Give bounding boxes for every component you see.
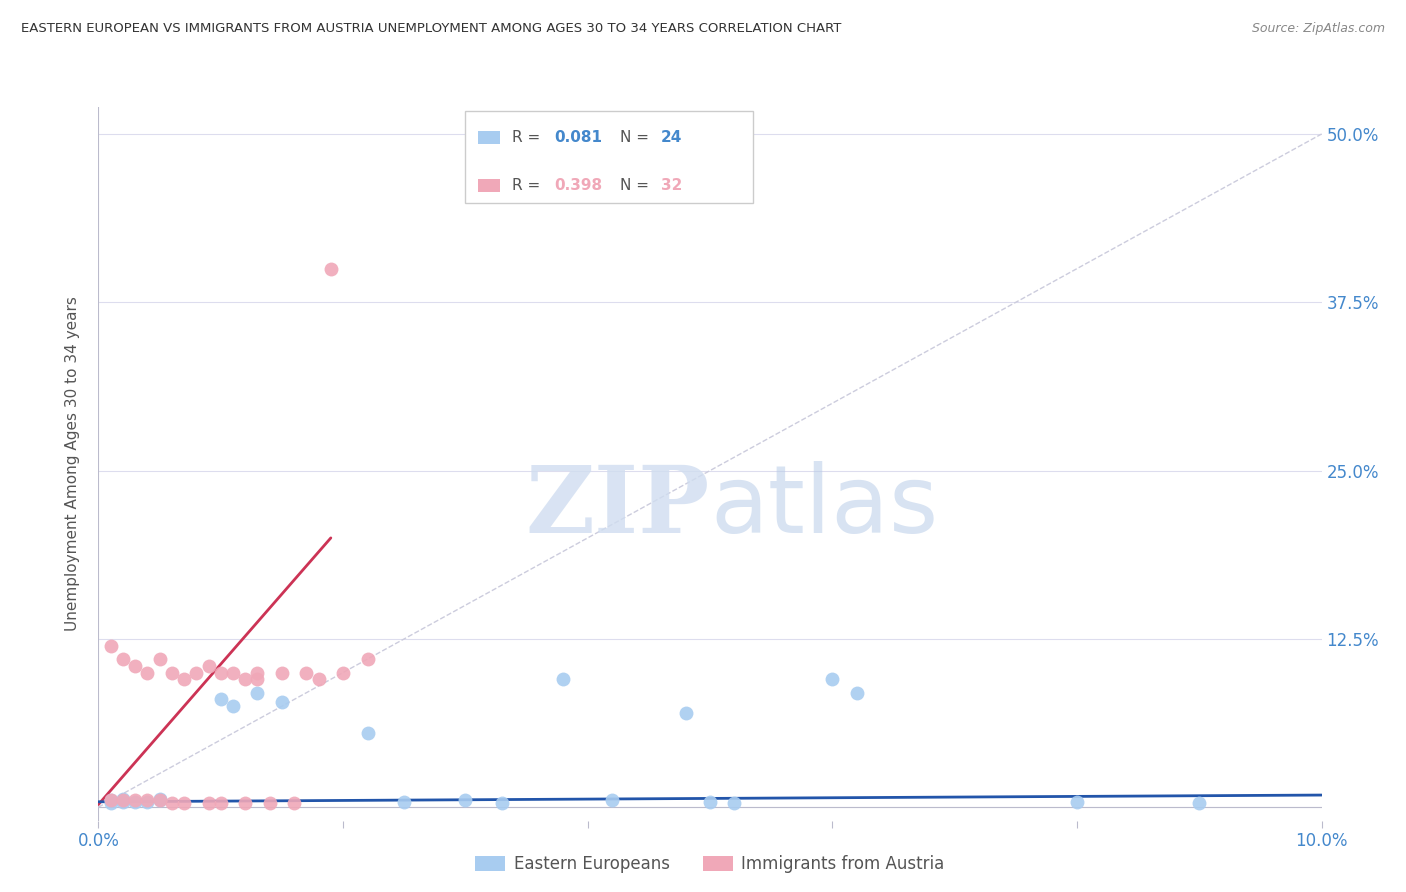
Text: N =: N = — [620, 130, 654, 145]
Point — [124, 658, 146, 673]
Point — [675, 706, 697, 720]
Point — [270, 665, 292, 680]
Point — [136, 665, 159, 680]
Point — [100, 639, 122, 653]
Point — [319, 261, 342, 276]
Point — [149, 793, 172, 807]
Point — [1188, 796, 1211, 810]
Text: atlas: atlas — [710, 460, 938, 553]
Text: R =: R = — [512, 178, 546, 193]
Point — [186, 665, 208, 680]
Point — [197, 796, 219, 810]
Point — [111, 795, 134, 809]
Point — [124, 795, 146, 809]
Y-axis label: Unemployment Among Ages 30 to 34 years: Unemployment Among Ages 30 to 34 years — [65, 296, 80, 632]
Point — [270, 695, 292, 709]
Text: 32: 32 — [661, 178, 682, 193]
Point — [222, 665, 245, 680]
Point — [149, 793, 172, 807]
Point — [173, 796, 195, 810]
Point — [136, 795, 159, 809]
Point — [233, 796, 256, 810]
Point — [553, 673, 575, 687]
Point — [149, 652, 172, 666]
Point — [160, 796, 183, 810]
Point — [173, 673, 195, 687]
Point — [356, 726, 378, 740]
Point — [124, 793, 146, 807]
Point — [308, 673, 330, 687]
Text: EASTERN EUROPEAN VS IMMIGRANTS FROM AUSTRIA UNEMPLOYMENT AMONG AGES 30 TO 34 YEA: EASTERN EUROPEAN VS IMMIGRANTS FROM AUST… — [21, 22, 841, 36]
Point — [111, 652, 134, 666]
Text: N =: N = — [620, 178, 654, 193]
Point — [233, 673, 256, 687]
FancyBboxPatch shape — [465, 111, 752, 203]
Point — [723, 796, 745, 810]
Text: R =: R = — [512, 130, 546, 145]
Point — [356, 652, 378, 666]
Point — [454, 793, 477, 807]
Point — [197, 658, 219, 673]
Point — [283, 796, 305, 810]
Point — [209, 692, 232, 706]
Point — [332, 665, 354, 680]
Point — [100, 793, 122, 807]
Point — [246, 665, 269, 680]
Point — [111, 792, 134, 806]
Point — [246, 686, 269, 700]
Point — [111, 793, 134, 807]
Point — [295, 665, 318, 680]
Point — [209, 665, 232, 680]
Point — [392, 795, 416, 809]
Point — [259, 796, 281, 810]
Point — [821, 673, 844, 687]
Point — [246, 673, 269, 687]
Text: ZIP: ZIP — [526, 462, 710, 551]
Point — [222, 699, 245, 714]
Text: 0.398: 0.398 — [555, 178, 603, 193]
Text: 24: 24 — [661, 130, 682, 145]
Point — [100, 793, 122, 807]
Point — [100, 796, 122, 810]
Text: 0.081: 0.081 — [555, 130, 603, 145]
Text: Source: ZipAtlas.com: Source: ZipAtlas.com — [1251, 22, 1385, 36]
Point — [699, 795, 721, 809]
Point — [160, 665, 183, 680]
Point — [491, 796, 513, 810]
Legend: Eastern Europeans, Immigrants from Austria: Eastern Europeans, Immigrants from Austr… — [468, 849, 952, 880]
Point — [149, 792, 172, 806]
FancyBboxPatch shape — [478, 179, 499, 192]
Point — [209, 796, 232, 810]
FancyBboxPatch shape — [478, 131, 499, 145]
Point — [136, 793, 159, 807]
Point — [600, 793, 623, 807]
Point — [845, 686, 868, 700]
Point — [1066, 795, 1088, 809]
